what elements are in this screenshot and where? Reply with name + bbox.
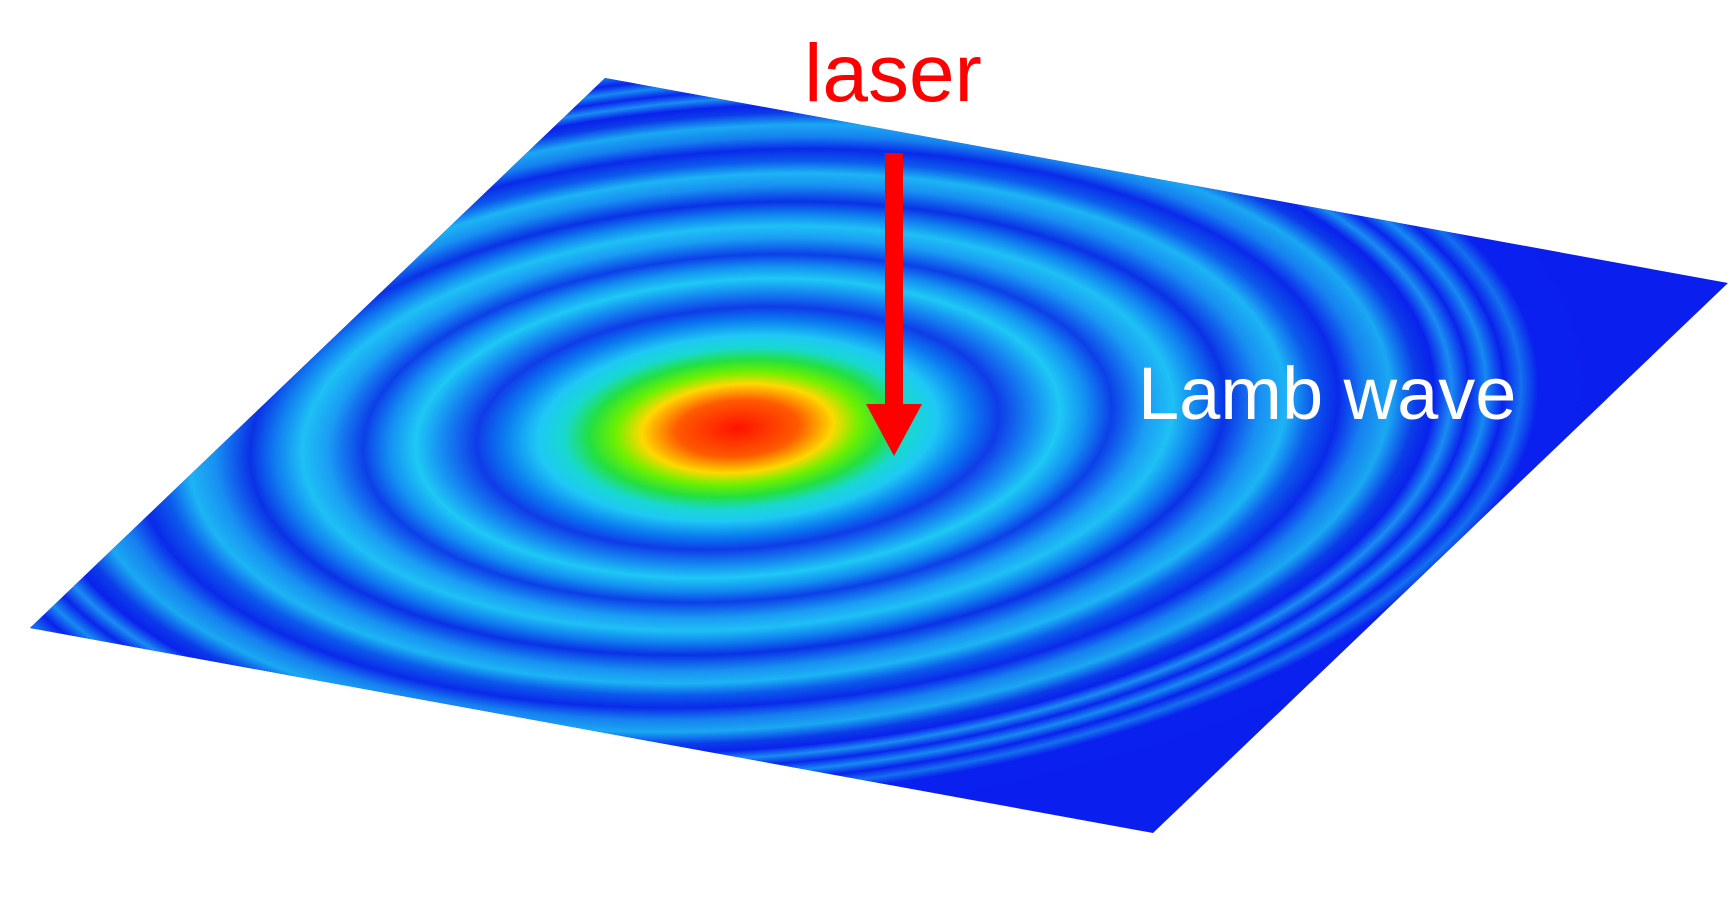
- lamb-wave-label: Lamb wave: [1138, 352, 1516, 435]
- laser-label: laser: [804, 28, 982, 119]
- down-arrow-icon: [866, 153, 922, 456]
